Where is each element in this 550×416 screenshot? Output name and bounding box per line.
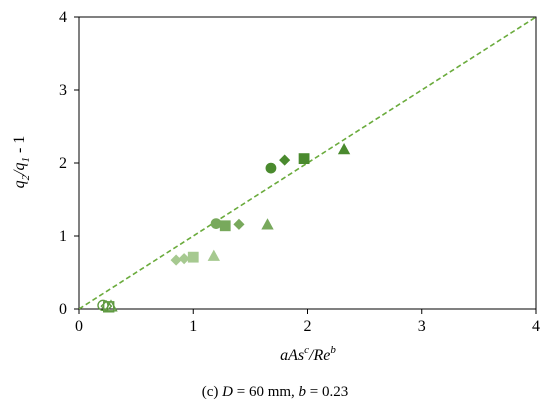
triangle-marker (104, 299, 118, 312)
square-marker (298, 153, 310, 165)
data-points (97, 143, 351, 313)
caption-d-variable: D (222, 384, 233, 400)
caption-prefix: (c) (201, 384, 223, 400)
x-tick-label: 4 (532, 318, 540, 335)
square-marker (187, 251, 199, 263)
y-tick-label: 3 (59, 82, 67, 99)
diamond-marker (170, 254, 182, 266)
x-tick-label: 3 (418, 318, 426, 335)
y-tick-label: 2 (59, 155, 67, 172)
scatter-chart: 0 1 2 3 4 0 1 2 3 4 aAsc/Reb q2/q1 - 1 (11, 9, 540, 364)
triangle-marker (261, 218, 274, 230)
square-marker (219, 220, 231, 232)
triangle-marker (207, 249, 220, 261)
triangle-marker (337, 143, 351, 155)
figure-caption: (c) D = 60 mm, b = 0.23 (0, 384, 550, 401)
diamond-marker (233, 218, 245, 230)
caption-b-variable: b (298, 384, 307, 400)
tick-labels: 0 1 2 3 4 0 1 2 3 4 (59, 9, 540, 335)
y-tick-label: 4 (59, 9, 67, 26)
x-tick-label: 1 (189, 318, 197, 335)
y-tick-label: 1 (59, 228, 67, 245)
y-axis-label: q2/q1 - 1 (11, 136, 32, 189)
x-tick-label: 0 (75, 318, 83, 335)
y-tick-label: 0 (59, 301, 67, 318)
caption-d-value: = 60 mm, (232, 384, 299, 400)
caption-b-value: = 0.23 (306, 384, 349, 400)
x-tick-label: 2 (304, 318, 312, 335)
reference-line-y-equals-x (78, 16, 537, 310)
circle-marker (265, 162, 277, 174)
diamond-marker (178, 253, 190, 265)
circle-marker (210, 218, 222, 229)
diamond-marker (279, 154, 291, 166)
x-axis-label: aAsc/Reb (280, 344, 336, 364)
